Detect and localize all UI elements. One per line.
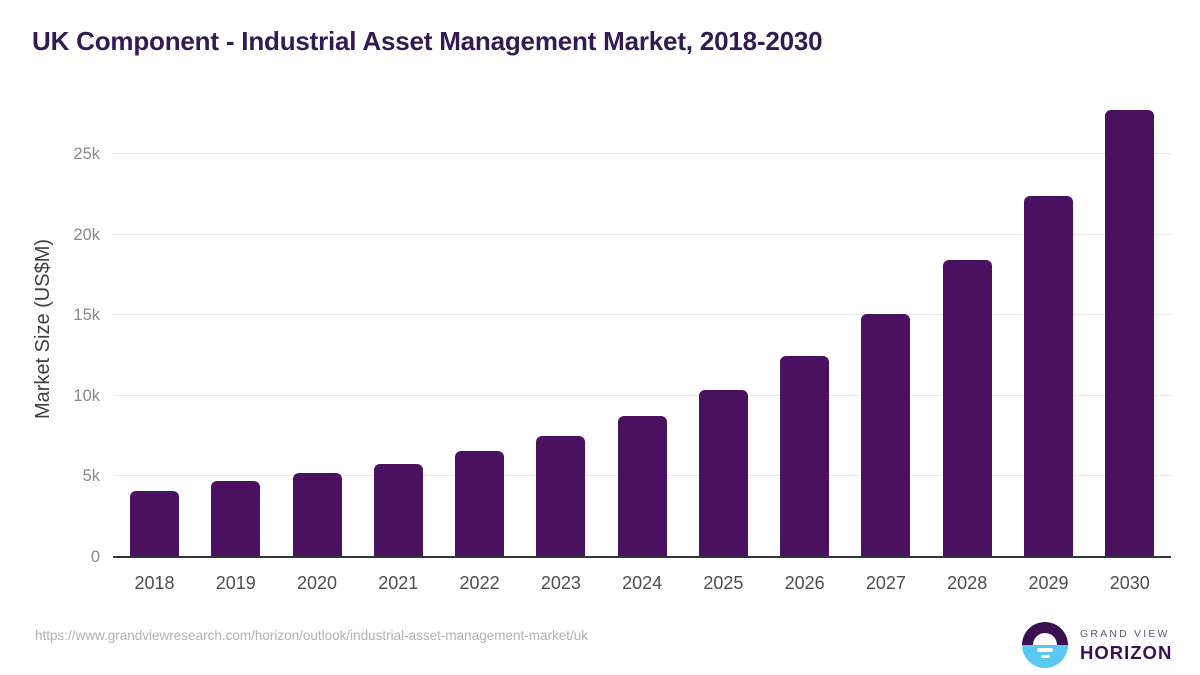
y-tick-label-10k: 10k xyxy=(73,386,100,405)
bar-2030[interactable] xyxy=(1105,110,1155,557)
y-axis-tick-labels: 0 5k 10k 15k 20k 25k xyxy=(0,95,100,566)
bar-2029[interactable] xyxy=(1023,195,1073,557)
gridline-20k xyxy=(113,233,1171,235)
bar-2018[interactable] xyxy=(130,490,179,557)
x-tick-label-2029: 2029 xyxy=(1028,573,1069,593)
x-tick-label-2026: 2026 xyxy=(784,573,825,593)
plot-area xyxy=(113,95,1171,558)
x-axis-tick-labels: 2018 2019 2020 2021 2022 2023 2024 2025 2026 2027… xyxy=(113,571,1171,595)
x-tick-label-2028: 2028 xyxy=(947,573,988,593)
bar-2026[interactable] xyxy=(780,356,830,557)
logo-water-line-icon xyxy=(1037,648,1053,652)
horizon-logo-icon xyxy=(1022,622,1068,668)
bar-2020[interactable] xyxy=(292,473,342,557)
x-tick-label-2020: 2020 xyxy=(297,573,338,593)
brand-logo: GRAND VIEW HORIZON xyxy=(1022,622,1172,668)
y-tick-label-0: 0 xyxy=(90,548,100,566)
x-tick-label-2027: 2027 xyxy=(865,573,906,593)
bar-2025[interactable] xyxy=(698,390,748,557)
y-tick-label-5k: 5k xyxy=(82,467,100,486)
bar-2019[interactable] xyxy=(211,481,261,557)
y-tick-label-20k: 20k xyxy=(73,225,100,244)
x-tick-label-2021: 2021 xyxy=(378,573,419,593)
bar-2027[interactable] xyxy=(861,313,911,557)
x-axis-line xyxy=(113,556,1171,558)
x-tick-label-2019: 2019 xyxy=(215,573,256,593)
brand-name: GRAND VIEW HORIZON xyxy=(1080,626,1172,664)
y-tick-label-15k: 15k xyxy=(73,306,100,325)
x-tick-label-2023: 2023 xyxy=(540,573,581,593)
x-tick-label-2018: 2018 xyxy=(134,573,175,593)
logo-sun-icon xyxy=(1033,633,1057,645)
bar-2021[interactable] xyxy=(373,464,423,557)
page-title: UK Component - Industrial Asset Manageme… xyxy=(32,26,823,56)
logo-water-line-icon xyxy=(1040,655,1050,658)
source-url: https://www.grandviewresearch.com/horizo… xyxy=(35,628,588,643)
bar-2022[interactable] xyxy=(455,451,505,557)
bar-2024[interactable] xyxy=(617,415,667,557)
y-tick-label-25k: 25k xyxy=(73,145,100,163)
x-tick-label-2025: 2025 xyxy=(703,573,744,593)
gridline-25k xyxy=(113,153,1171,154)
gridline-10k xyxy=(113,394,1171,396)
x-tick-label-2030: 2030 xyxy=(1109,573,1150,593)
brand-name-bottom: HORIZON xyxy=(1080,642,1173,663)
bar-2028[interactable] xyxy=(942,260,992,557)
x-tick-label-2024: 2024 xyxy=(622,573,663,593)
brand-name-top: GRAND VIEW xyxy=(1080,628,1170,640)
bar-2023[interactable] xyxy=(536,436,586,557)
gridline-15k xyxy=(113,314,1171,316)
x-tick-label-2022: 2022 xyxy=(459,573,500,593)
